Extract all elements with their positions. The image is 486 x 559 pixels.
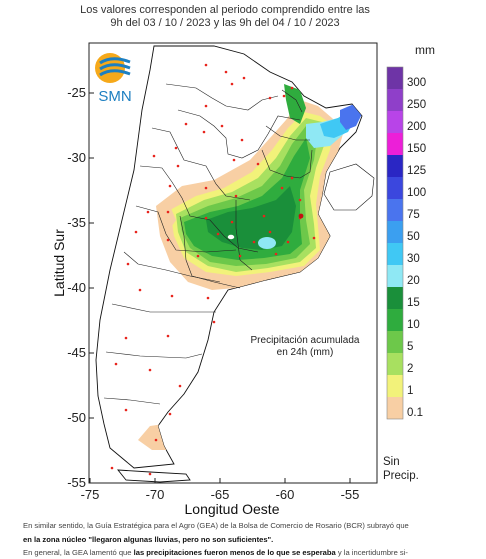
legend-swatch bbox=[387, 375, 403, 397]
legend-swatch bbox=[387, 221, 403, 243]
caption-line-3-pre: En general, la GEA lamentó que bbox=[23, 548, 134, 557]
legend-swatch bbox=[387, 309, 403, 331]
tierra-del-fuego bbox=[117, 469, 191, 483]
legend-swatch bbox=[387, 287, 403, 309]
y-tick-label: -45 bbox=[67, 345, 86, 360]
legend-label: 5 bbox=[407, 341, 413, 353]
precip-north-green bbox=[284, 84, 306, 124]
uruguay bbox=[323, 163, 375, 211]
legend-label: 125 bbox=[407, 165, 426, 177]
precip-20-patch bbox=[258, 237, 276, 249]
caption-line-2: en la zona núcleo "llegaron algunas lluv… bbox=[23, 535, 463, 545]
annotation-line-2: en 24h (mm) bbox=[277, 347, 334, 358]
legend-swatch bbox=[387, 111, 403, 133]
precipitation-map: SMN Precipitación acumulada en 24h (mm) … bbox=[51, 42, 435, 517]
caption-line-3-bold: las precipitaciones fueron menos de lo q… bbox=[133, 548, 336, 557]
legend-label: 15 bbox=[407, 297, 420, 309]
legend-unit: mm bbox=[415, 43, 435, 57]
legend-label: 250 bbox=[407, 99, 426, 111]
caption-line-3-post: y la incertidumbre si- bbox=[335, 548, 408, 557]
header-line-1: Los valores corresponden al periodo comp… bbox=[80, 4, 370, 16]
precip-west-0-1 bbox=[158, 206, 176, 232]
legend-label: 20 bbox=[407, 275, 420, 287]
legend-swatches bbox=[386, 66, 404, 420]
x-axis-label: Longitud Oeste bbox=[185, 501, 280, 517]
legend-swatch bbox=[387, 89, 403, 111]
precip-ne-50 bbox=[340, 104, 362, 130]
y-axis-ticks bbox=[89, 92, 94, 484]
y-tick-label: -35 bbox=[67, 215, 86, 230]
legend-label: 10 bbox=[407, 319, 420, 331]
legend-swatch bbox=[387, 397, 403, 419]
legend-swatch bbox=[387, 67, 403, 89]
x-tick-label: -55 bbox=[341, 487, 360, 502]
logo-text: SMN bbox=[98, 88, 131, 105]
station-dots bbox=[110, 63, 316, 476]
legend-swatch bbox=[387, 177, 403, 199]
y-tick-label: -25 bbox=[67, 85, 86, 100]
precipitation-fields bbox=[138, 84, 362, 450]
legend-swatch bbox=[387, 199, 403, 221]
legend-label: 2 bbox=[407, 363, 413, 375]
legend-no-rain-line-2: Precip. bbox=[383, 470, 419, 482]
legend-label: 300 bbox=[407, 77, 426, 89]
province-boundaries bbox=[103, 83, 313, 405]
annotation-line-1: Precipitación acumulada bbox=[251, 335, 360, 346]
legend-label: 30 bbox=[407, 253, 420, 265]
legend-label: 200 bbox=[407, 121, 426, 133]
legend-swatch bbox=[387, 353, 403, 375]
caption-line-2-bold: en la zona núcleo "llegaron algunas lluv… bbox=[23, 535, 274, 544]
legend-swatch bbox=[387, 133, 403, 155]
precip-center-patch bbox=[226, 233, 236, 241]
legend-swatch bbox=[387, 243, 403, 265]
header-line-2: 9h del 03 / 10 / 2023 y las 9h del 04 / … bbox=[110, 17, 340, 29]
legend-label: 75 bbox=[407, 209, 420, 221]
y-tick-label: -40 bbox=[67, 280, 86, 295]
x-tick-label: -70 bbox=[146, 487, 165, 502]
station-max bbox=[298, 213, 304, 219]
legend-border bbox=[386, 66, 404, 420]
y-tick-label: -50 bbox=[67, 410, 86, 425]
y-axis-label: Latitud Sur bbox=[51, 229, 67, 297]
legend-labels: 300 250 200 150 125 100 75 50 30 20 15 10 5 2 1 0.1 bbox=[407, 77, 426, 419]
legend-label: 50 bbox=[407, 231, 420, 243]
legend-label: 0.1 bbox=[407, 407, 423, 419]
x-tick-label: -65 bbox=[211, 487, 230, 502]
y-tick-label: -55 bbox=[67, 475, 86, 490]
caption-line-1: En similar sentido, la Guía Estratégica … bbox=[23, 521, 409, 530]
legend-no-rain-line-1: Sin bbox=[383, 456, 400, 468]
x-tick-label: -60 bbox=[276, 487, 295, 502]
x-tick-label: -75 bbox=[81, 487, 100, 502]
legend-swatch bbox=[387, 265, 403, 287]
legend-swatch bbox=[387, 331, 403, 353]
caption-line-3: En general, la GEA lamentó que las preci… bbox=[23, 548, 463, 558]
legend-label: 100 bbox=[407, 187, 426, 199]
legend-label: 150 bbox=[407, 143, 426, 155]
y-tick-label: -30 bbox=[67, 150, 86, 165]
x-axis-ticks bbox=[89, 478, 351, 483]
legend-label: 1 bbox=[407, 385, 413, 397]
smn-logo: SMN bbox=[95, 53, 132, 105]
legend-swatch bbox=[387, 155, 403, 177]
